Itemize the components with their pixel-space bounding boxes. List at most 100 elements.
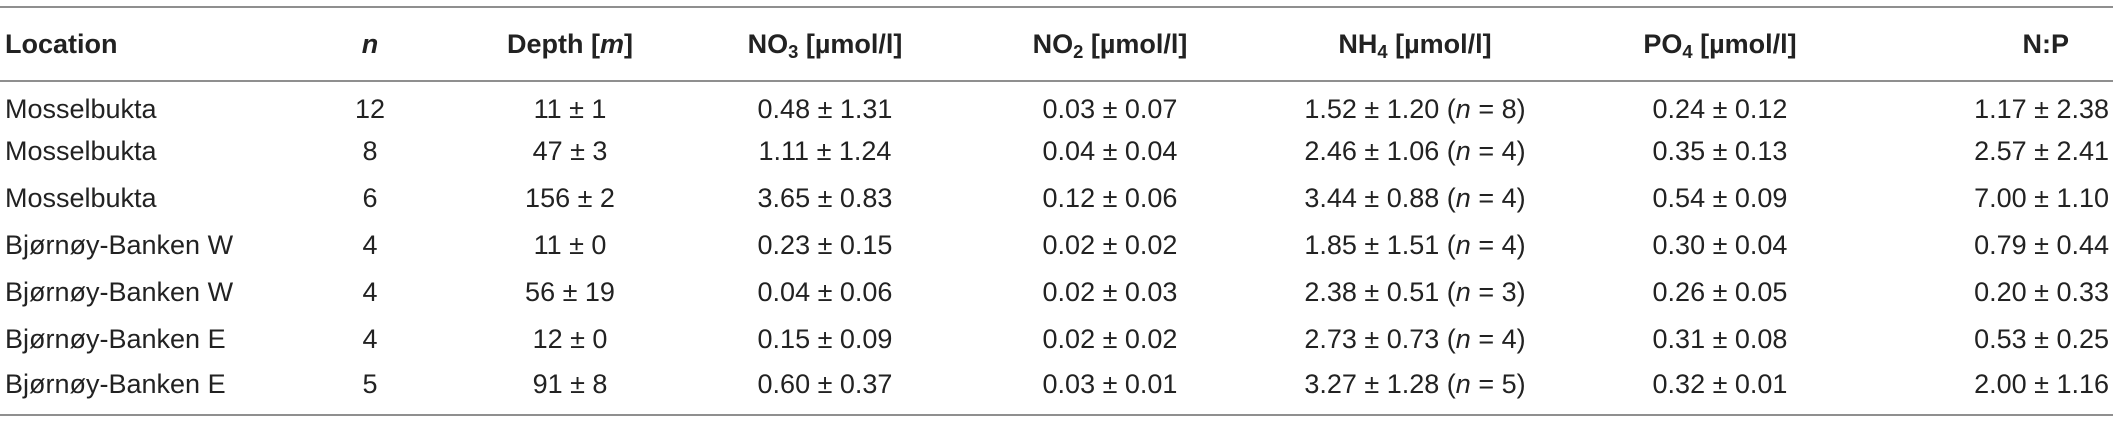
header-po4-sub: 4 — [1682, 40, 1693, 62]
cell-depth: 56 ± 19 — [525, 277, 615, 307]
cell-nh4-n-symbol: n — [1455, 369, 1471, 399]
cell-nh4-n-symbol: n — [1455, 183, 1471, 213]
cell-nh4: 2.73 ± 0.73 (n = 4) — [1235, 316, 1595, 363]
cell-no3: 0.04 ± 0.06 — [757, 277, 893, 307]
header-no2-sub: 2 — [1073, 40, 1084, 62]
cell-location: Bjørnøy-Banken W — [5, 230, 234, 260]
cell-nh4: 3.44 ± 0.88 (n = 4) — [1235, 175, 1595, 222]
cell-n: 8 — [362, 136, 378, 166]
cell-location: Bjørnøy-Banken E — [5, 369, 226, 399]
nutrient-table: Location n Depth [m] NO3 [µmol/l] NO2 [µ… — [0, 6, 2113, 416]
cell-no2: 0.02 ± 0.02 — [1042, 324, 1178, 354]
cell-no3: 0.48 ± 1.31 — [757, 93, 893, 124]
cell-nh4-n-count: = 4) — [1470, 230, 1526, 260]
cell-np: 1.17 ± 2.38 — [1974, 93, 2109, 124]
cell-no3: 0.15 ± 0.09 — [757, 324, 893, 354]
cell-np: 0.20 ± 0.33 — [1974, 277, 2109, 307]
cell-po4: 0.54 ± 0.09 — [1652, 183, 1788, 213]
table-row: Bjørnøy-Banken W 4 11 ± 0 0.23 ± 0.15 0.02 ±… — [0, 222, 2113, 269]
header-depth-unit: m — [599, 28, 624, 59]
header-depth-label: Depth [ — [507, 28, 600, 59]
header-nh4-base: NH — [1338, 28, 1378, 59]
cell-nh4-n-symbol: n — [1455, 324, 1471, 354]
cell-depth: 156 ± 2 — [525, 183, 615, 213]
cell-nh4-n-symbol: n — [1455, 136, 1471, 166]
header-np: N:P — [2022, 28, 2070, 59]
header-n-label: n — [361, 28, 379, 59]
cell-n: 4 — [362, 324, 378, 354]
cell-location: Mosselbukta — [5, 183, 157, 213]
table-row: Mosselbukta 12 11 ± 1 0.48 ± 1.31 0.03 ± 0.0… — [0, 81, 2113, 128]
cell-nh4-n-count: = 4) — [1470, 136, 1526, 166]
table-row: Mosselbukta 8 47 ± 3 1.11 ± 1.24 0.04 ± 0.04… — [0, 128, 2113, 175]
cell-nh4-n-count: = 4) — [1470, 324, 1526, 354]
table-row: Bjørnøy-Banken E 4 12 ± 0 0.15 ± 0.09 0.02 ±… — [0, 316, 2113, 363]
cell-nh4-value: 1.52 ± 1.20 ( — [1304, 93, 1456, 124]
cell-no2: 0.12 ± 0.06 — [1042, 183, 1178, 213]
cell-nh4-n-symbol: n — [1455, 277, 1471, 307]
header-nh4-unit: [µmol/l] — [1387, 28, 1492, 59]
cell-po4: 0.35 ± 0.13 — [1652, 136, 1788, 166]
cell-nh4-value: 2.38 ± 0.51 ( — [1304, 277, 1456, 307]
cell-depth: 12 ± 0 — [532, 324, 608, 354]
cell-nh4-n-count: = 3) — [1470, 277, 1526, 307]
cell-nh4-n-symbol: n — [1455, 93, 1471, 124]
cell-no2: 0.03 ± 0.01 — [1042, 369, 1178, 399]
table-body: Mosselbukta 12 11 ± 1 0.48 ± 1.31 0.03 ± 0.0… — [0, 81, 2113, 415]
header-no2-unit: [µmol/l] — [1083, 28, 1188, 59]
header-po4-unit: [µmol/l] — [1692, 28, 1797, 59]
table-row: Bjørnøy-Banken E 5 91 ± 8 0.60 ± 0.37 0.03 ±… — [0, 363, 2113, 415]
cell-depth: 11 ± 0 — [533, 230, 607, 260]
cell-nh4-n-count: = 4) — [1470, 183, 1526, 213]
cell-nh4-n-symbol: n — [1455, 230, 1471, 260]
cell-po4: 0.32 ± 0.01 — [1652, 369, 1788, 399]
header-no2: NO2 [µmol/l] — [985, 7, 1235, 81]
header-no3-base: NO — [747, 28, 789, 59]
cell-nh4: 2.38 ± 0.51 (n = 3) — [1235, 269, 1595, 316]
cell-location: Mosselbukta — [5, 136, 157, 166]
header-no3-unit: [µmol/l] — [798, 28, 903, 59]
cell-nh4-value: 2.73 ± 0.73 ( — [1304, 324, 1456, 354]
cell-no2: 0.02 ± 0.02 — [1042, 230, 1178, 260]
cell-np: 0.53 ± 0.25 — [1974, 324, 2109, 354]
header-location: Location — [5, 28, 118, 59]
cell-nh4-value: 2.46 ± 1.06 ( — [1304, 136, 1456, 166]
cell-depth: 11 ± 1 — [533, 93, 607, 124]
header-nh4: NH4 [µmol/l] — [1235, 7, 1595, 81]
cell-no3: 3.65 ± 0.83 — [757, 183, 893, 213]
cell-np: 2.00 ± 1.16 — [1974, 369, 2109, 399]
cell-n: 5 — [362, 369, 378, 399]
header-depth-close: ] — [624, 28, 633, 59]
cell-np: 2.57 ± 2.41 — [1974, 136, 2109, 166]
cell-nh4-value: 3.44 ± 0.88 ( — [1304, 183, 1456, 213]
cell-nh4-n-count: = 8) — [1470, 93, 1526, 124]
cell-po4: 0.30 ± 0.04 — [1652, 230, 1788, 260]
cell-nh4-n-count: = 5) — [1470, 369, 1526, 399]
cell-nh4: 1.85 ± 1.51 (n = 4) — [1235, 222, 1595, 269]
cell-no2: 0.02 ± 0.03 — [1042, 277, 1178, 307]
cell-po4: 0.31 ± 0.08 — [1652, 324, 1788, 354]
cell-no2: 0.04 ± 0.04 — [1042, 136, 1178, 166]
cell-no3: 0.60 ± 0.37 — [757, 369, 893, 399]
cell-n: 4 — [362, 230, 378, 260]
header-depth: Depth [m] — [475, 7, 665, 81]
cell-location: Mosselbukta — [5, 93, 157, 124]
cell-n: 4 — [362, 277, 378, 307]
header-no3: NO3 [µmol/l] — [665, 7, 985, 81]
cell-nh4: 1.52 ± 1.20 (n = 8) — [1235, 81, 1595, 128]
cell-location: Bjørnøy-Banken E — [5, 324, 226, 354]
cell-nh4-value: 3.27 ± 1.28 ( — [1304, 369, 1456, 399]
header-row: Location n Depth [m] NO3 [µmol/l] NO2 [µ… — [0, 7, 2113, 81]
header-no2-base: NO — [1032, 28, 1074, 59]
table-row: Bjørnøy-Banken W 4 56 ± 19 0.04 ± 0.06 0.02 … — [0, 269, 2113, 316]
cell-depth: 47 ± 3 — [532, 136, 608, 166]
header-po4-base: PO — [1643, 28, 1683, 59]
header-nh4-sub: 4 — [1377, 40, 1388, 62]
cell-nh4: 3.27 ± 1.28 (n = 5) — [1235, 363, 1595, 415]
cell-n: 6 — [362, 183, 378, 213]
cell-np: 7.00 ± 1.10 — [1974, 183, 2109, 213]
cell-po4: 0.26 ± 0.05 — [1652, 277, 1788, 307]
cell-np: 0.79 ± 0.44 — [1974, 230, 2109, 260]
cell-depth: 91 ± 8 — [532, 369, 608, 399]
